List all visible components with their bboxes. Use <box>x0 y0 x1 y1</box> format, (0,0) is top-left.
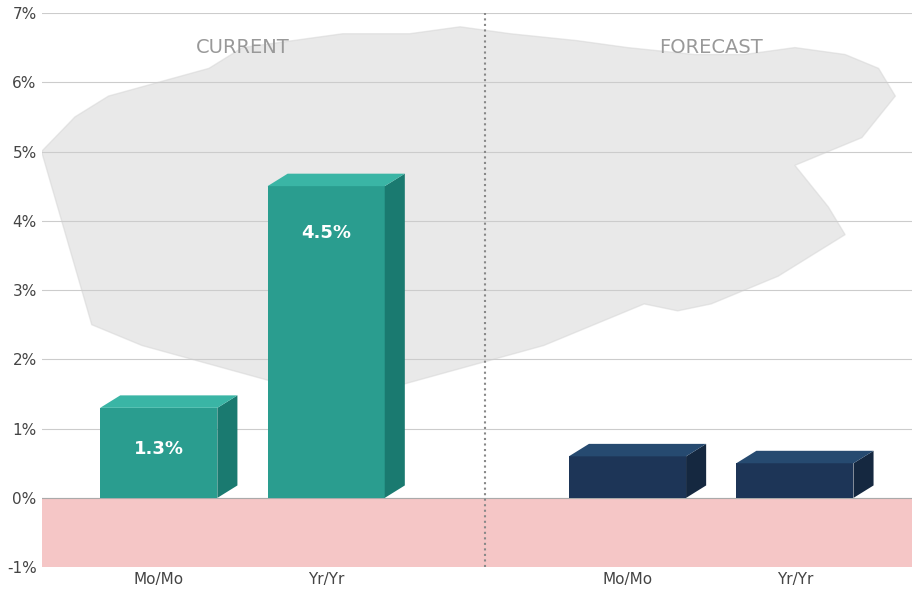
Polygon shape <box>736 451 874 463</box>
Text: FORECAST: FORECAST <box>659 38 763 57</box>
Polygon shape <box>686 444 706 498</box>
Text: 0.6%: 0.6% <box>603 464 652 482</box>
Text: 0.5%: 0.5% <box>770 467 820 485</box>
Text: CURRENT: CURRENT <box>196 38 289 57</box>
Text: 1.3%: 1.3% <box>134 440 184 458</box>
Polygon shape <box>41 27 895 394</box>
Bar <box>569 456 686 498</box>
Polygon shape <box>100 396 237 408</box>
Polygon shape <box>267 173 405 186</box>
Bar <box>41 498 912 567</box>
Bar <box>736 463 854 498</box>
Polygon shape <box>854 451 874 498</box>
Polygon shape <box>217 396 237 498</box>
Bar <box>267 186 385 498</box>
Text: 4.5%: 4.5% <box>301 224 351 242</box>
Polygon shape <box>385 173 405 498</box>
Polygon shape <box>569 444 706 456</box>
Bar <box>100 408 217 498</box>
